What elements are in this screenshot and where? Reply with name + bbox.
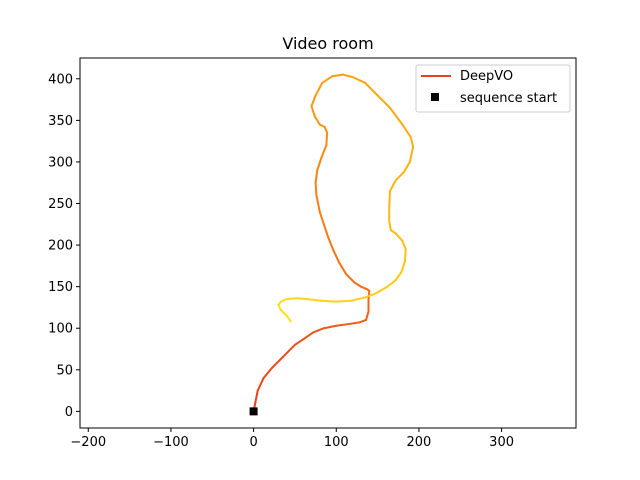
trajectory-segment bbox=[256, 377, 265, 392]
trajectory-segment bbox=[389, 179, 397, 193]
trajectory-segment bbox=[345, 273, 356, 284]
trajectory-segment bbox=[293, 337, 306, 346]
legend-label-sequence-start: sequence start bbox=[460, 91, 557, 106]
trajectory-segment bbox=[403, 160, 411, 173]
trajectory-segment bbox=[401, 239, 407, 251]
trajectory-segment bbox=[408, 145, 415, 163]
y-tick-label: 350 bbox=[48, 114, 73, 129]
trajectory-segment bbox=[364, 292, 377, 299]
x-tick-label: −100 bbox=[153, 435, 189, 450]
trajectory-segment bbox=[323, 126, 329, 134]
trajectory-segment bbox=[312, 327, 325, 334]
trajectory-segment bbox=[321, 75, 334, 84]
trajectory-segment bbox=[281, 343, 296, 359]
y-axis: 0 50 100 150 200 250 300 350 400 bbox=[48, 72, 80, 420]
trajectory-segment bbox=[322, 223, 329, 238]
trajectory-segment bbox=[313, 115, 321, 126]
trajectory-segment bbox=[331, 73, 344, 78]
trajectory-segment bbox=[364, 81, 379, 97]
trajectory-segment bbox=[358, 318, 368, 324]
trajectory-segment bbox=[279, 298, 288, 303]
legend-label-deepvo: DeepVO bbox=[460, 69, 513, 84]
chart-title: Video room bbox=[282, 34, 373, 53]
legend-frame bbox=[415, 64, 571, 113]
trajectory-segment bbox=[394, 232, 404, 242]
x-axis: −200 −100 0 100 200 300 bbox=[70, 428, 514, 450]
y-tick-label: 100 bbox=[48, 322, 73, 337]
trajectory-segment bbox=[254, 389, 259, 405]
trajectory-segment bbox=[353, 281, 363, 288]
trajectory-segment bbox=[389, 106, 404, 126]
trajectory-segment bbox=[318, 210, 325, 226]
trajectory-segment bbox=[262, 367, 273, 380]
trajectory-segment bbox=[394, 170, 406, 182]
sequence-start-marker bbox=[249, 407, 258, 416]
trajectory-segment bbox=[295, 297, 309, 301]
trajectory-segment bbox=[409, 135, 415, 148]
trajectory-segment bbox=[325, 131, 329, 147]
x-tick-label: 300 bbox=[489, 435, 514, 450]
trajectory-segment bbox=[341, 73, 354, 79]
trajectory-segment bbox=[303, 331, 315, 340]
trajectory-segment bbox=[365, 310, 370, 321]
trajectory-segment bbox=[388, 190, 391, 209]
y-tick-label: 400 bbox=[48, 72, 73, 87]
x-tick-label: 100 bbox=[324, 435, 349, 450]
trajectory-segment bbox=[285, 314, 292, 323]
trajectory-segment bbox=[270, 356, 284, 370]
y-tick-label: 200 bbox=[48, 239, 73, 254]
trajectory-segment bbox=[335, 323, 350, 327]
trajectory-segment bbox=[285, 297, 298, 301]
y-tick-label: 150 bbox=[48, 280, 73, 295]
trajectory-segment bbox=[279, 308, 288, 317]
y-tick-label: 50 bbox=[56, 363, 73, 378]
trajectory-segment bbox=[386, 279, 397, 288]
y-tick-label: 300 bbox=[48, 155, 73, 170]
y-tick-label: 0 bbox=[65, 405, 73, 420]
trajectory-segment bbox=[337, 260, 348, 276]
series-layer bbox=[252, 73, 415, 413]
trajectory-segment bbox=[347, 321, 361, 326]
plot-area-frame bbox=[79, 57, 577, 429]
trajectory-segment bbox=[314, 169, 319, 184]
trajectory-segment bbox=[327, 235, 334, 251]
trajectory-segment bbox=[310, 94, 317, 108]
marker-layer bbox=[249, 407, 258, 416]
trajectory-segment bbox=[350, 296, 367, 302]
trajectory-segment bbox=[322, 324, 338, 330]
trajectory-segment bbox=[351, 76, 367, 84]
trajectory-segment bbox=[320, 299, 338, 303]
trajectory-segment bbox=[374, 285, 389, 295]
x-tick-label: 0 bbox=[249, 435, 257, 450]
trajectory-segment bbox=[394, 270, 403, 281]
y-tick-label: 250 bbox=[48, 197, 73, 212]
trajectory-segment bbox=[315, 194, 321, 213]
trajectory-segment bbox=[376, 94, 391, 109]
trajectory-segment bbox=[314, 81, 324, 97]
trajectory-segment bbox=[316, 156, 323, 172]
trajectory-segment bbox=[306, 298, 323, 302]
trajectory-segment bbox=[331, 248, 340, 263]
x-tick-label: 200 bbox=[407, 435, 432, 450]
x-tick-label: −200 bbox=[70, 435, 106, 450]
trajectory-segment bbox=[400, 260, 406, 273]
trajectory-segment bbox=[335, 299, 353, 303]
legend-marker-sequence-start bbox=[431, 93, 439, 101]
trajectory-segment bbox=[388, 219, 392, 232]
legend: DeepVO sequence start bbox=[415, 64, 571, 113]
trajectory-segment bbox=[320, 144, 328, 159]
trajectory-segment bbox=[403, 248, 407, 263]
trajectory-segment bbox=[401, 123, 412, 138]
trajectory-segment bbox=[314, 181, 318, 197]
trajectory-segment bbox=[310, 105, 316, 118]
trajectory-segment bbox=[360, 285, 368, 291]
